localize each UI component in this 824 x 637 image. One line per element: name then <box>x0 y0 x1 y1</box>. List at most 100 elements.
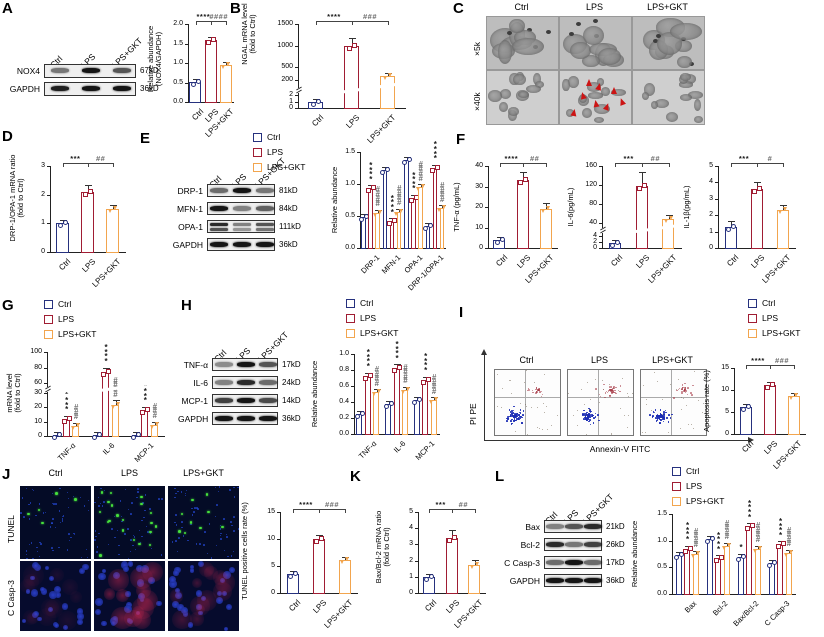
em-column-title: Ctrl <box>514 2 529 12</box>
data-point-marker <box>293 571 298 577</box>
data-point-marker <box>347 45 352 51</box>
y-axis <box>672 514 673 595</box>
blot-row-label: GAPDH <box>172 240 203 250</box>
data-point-marker <box>149 424 154 429</box>
blue-speckle <box>55 503 57 505</box>
fluorescence-image <box>94 561 165 631</box>
significance-marks: #### <box>786 525 792 549</box>
legend-swatch <box>346 329 355 338</box>
western-blot: Ctrl LPS LPS+GKT NOX4 67kD GAPDH 36kD <box>4 24 174 144</box>
blot-row-label: IL-6 <box>193 378 208 388</box>
scatter-dot <box>614 389 616 392</box>
data-point-marker <box>731 223 736 229</box>
scatter-dot <box>653 411 656 414</box>
scatter-dot <box>521 416 523 419</box>
significance-label: **** <box>299 500 313 509</box>
scatter-dot <box>525 404 527 406</box>
nucleus-blob <box>82 563 89 571</box>
blue-speckle <box>150 547 153 550</box>
scatter-dot <box>544 412 546 414</box>
scatter-dot <box>680 396 682 398</box>
significance-label: **** <box>751 356 765 365</box>
blot-row-label: OPA-1 <box>178 222 203 232</box>
group-label: TNF-α <box>55 441 78 463</box>
scatter-dot <box>532 391 534 394</box>
blue-speckle <box>174 521 176 524</box>
data-point-marker <box>546 206 551 211</box>
scatter-dot <box>646 404 648 405</box>
data-point-marker <box>140 410 146 416</box>
sig-bracket <box>62 163 64 167</box>
scatter-dot <box>506 420 508 422</box>
legend-label: Ctrl <box>762 298 776 308</box>
y-axis <box>47 352 48 437</box>
blue-speckle <box>145 525 148 528</box>
blue-speckle <box>193 511 195 513</box>
blue-speckle <box>175 492 177 495</box>
bar <box>344 45 359 109</box>
scatter-dot <box>692 384 694 387</box>
scatter-dot <box>610 389 612 391</box>
y-tick-label: 60 <box>34 379 42 387</box>
blue-speckle <box>181 521 183 523</box>
data-point-marker <box>399 208 404 213</box>
sig-bracket <box>226 21 228 25</box>
bar <box>102 372 109 437</box>
legend: Ctrl LPS LPS+GKT <box>253 130 323 175</box>
scatter-dot <box>617 390 619 392</box>
scatter-dot <box>523 382 525 384</box>
significance-label: **** <box>327 12 341 21</box>
nucleus-blob <box>61 603 69 610</box>
error-bar <box>523 172 524 181</box>
fluorescence-image <box>94 486 165 559</box>
y-tick-label: 0 <box>725 430 729 437</box>
bar <box>81 191 94 253</box>
blue-speckle <box>73 532 75 535</box>
legend-item: LPS <box>253 145 323 160</box>
panel-label-b: B <box>230 0 241 17</box>
red-arrow <box>594 81 603 91</box>
y-tick <box>715 231 718 233</box>
legend-label: LPS+GKT <box>360 328 399 338</box>
tunel-positive-dot <box>183 531 187 535</box>
y-tick <box>415 560 418 562</box>
casp3-stain <box>213 582 233 601</box>
y-tick <box>669 514 672 515</box>
kd-label: 81kD <box>279 186 298 195</box>
y-tick-label: 4 <box>409 524 413 532</box>
cell-blob <box>583 26 604 46</box>
data-point-marker <box>429 400 434 405</box>
western-blot: Ctrl LPS LPS+GKT Bax 21kD Bcl-2 26kD C Casp-3 17… <box>502 480 672 600</box>
nucleus-blob <box>177 604 184 611</box>
scatter-dot <box>643 385 644 387</box>
y-tick-label: 0 <box>593 244 597 251</box>
y-tick-label: 5 <box>409 508 413 515</box>
data-point-marker <box>494 239 500 245</box>
y-tick-label: 20 <box>475 203 483 210</box>
data-point-marker <box>637 186 642 192</box>
panel-label-j: J <box>2 466 11 483</box>
nucleus-blob <box>77 613 84 620</box>
blue-speckle <box>215 544 218 547</box>
sig-bracket <box>316 21 317 25</box>
tunel-positive-dot <box>98 510 102 514</box>
sig-bracket <box>429 509 452 510</box>
sig-bracket <box>615 163 617 167</box>
scatter-dot <box>539 391 541 393</box>
scatter-dot <box>659 416 662 419</box>
bar-chart: Relative abundance 0.0 0.5 1.0 1.5 * * * * # # # # Ba… <box>630 500 806 634</box>
bar <box>338 559 351 594</box>
blue-speckle <box>59 487 61 490</box>
scatter-dot <box>536 406 538 408</box>
nucleus-blob <box>174 566 181 574</box>
bar <box>150 424 158 437</box>
nucleus-blob <box>221 590 227 597</box>
scatter-dot <box>584 415 587 417</box>
y-tick <box>415 544 418 546</box>
scatter-dot <box>512 412 515 414</box>
casp3-stain <box>22 609 38 626</box>
tunel-positive-dot <box>100 491 104 494</box>
data-point-marker <box>406 156 412 162</box>
scatter-dot <box>656 413 659 416</box>
error-bar <box>112 400 120 402</box>
